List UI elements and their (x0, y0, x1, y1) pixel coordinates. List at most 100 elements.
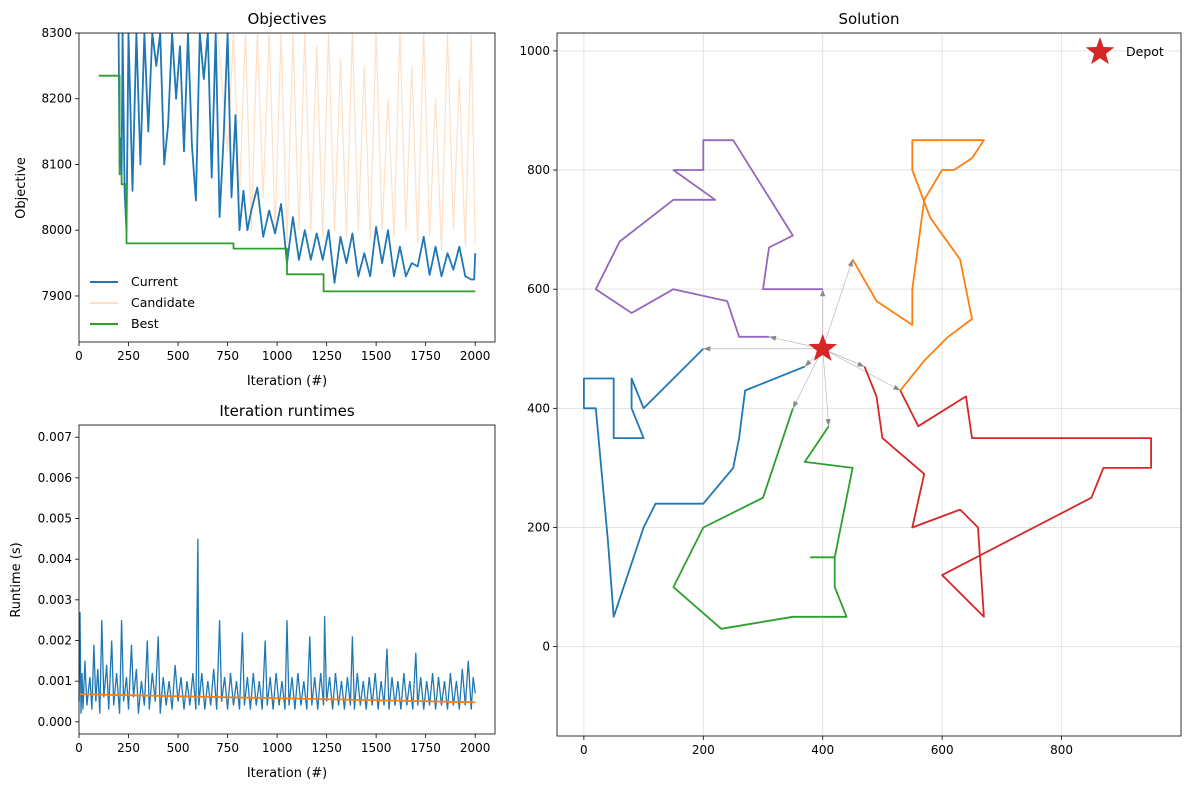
route-3 (672, 408, 854, 630)
depot-arrow-line-1 (822, 348, 901, 391)
objectives-xtick-label-5: 1250 (311, 349, 342, 363)
legend-depot-marker (1085, 37, 1115, 65)
runtimes-yticks: 0.000 0.001 0.002 0.003 0.004 0.005 0.006 0.007 (38, 430, 79, 729)
legend-best-label: Best (131, 316, 159, 331)
solution-ytick-label-2: 400 (527, 401, 550, 415)
legend-current-label: Current (131, 274, 178, 289)
objectives-xlabel: Iteration (#) (247, 374, 327, 389)
solution-ytick-label-1: 200 (527, 520, 550, 534)
objectives-xtick-label-7: 1750 (410, 349, 441, 363)
runtimes-ytick-label-4: 0.004 (38, 552, 72, 566)
objectives-xtick-label-4: 1000 (262, 349, 293, 363)
runtimes-series (78, 538, 476, 714)
solution-yticks: 0 200 400 600 800 1000 (519, 44, 557, 654)
solution-legend: Depot (1085, 37, 1164, 65)
objectives-ytick-label-0: 7900 (41, 289, 72, 303)
solution-xtick-label-2: 400 (811, 743, 834, 757)
depot-arrow-head-6 (804, 359, 812, 367)
legend-candidate-label: Candidate (131, 295, 195, 310)
objectives-xtick-label-8: 2000 (460, 349, 491, 363)
depot-arrow-head-5 (792, 400, 799, 409)
runtimes-ytick-label-0: 0.000 (38, 715, 72, 729)
solution-arrows (703, 259, 901, 427)
objectives-ytick-label-1: 8000 (41, 223, 72, 237)
runtimes-xtick-label-0: 0 (75, 741, 83, 755)
depot-arrow-head-8 (820, 289, 826, 297)
runtimes-ylabel: Runtime (s) (9, 542, 24, 617)
objectives-ylabel: Objective (14, 157, 29, 219)
depot-arrow-head-1 (893, 384, 901, 391)
depot-arrow-line-3 (822, 348, 865, 367)
route-2 (851, 139, 985, 392)
runtimes-title: Iteration runtimes (219, 402, 354, 420)
objectives-yticks: 7900 8000 8100 8200 8300 (41, 26, 79, 303)
objectives-series-group (98, 33, 477, 293)
objectives-xtick-label-6: 1500 (361, 349, 392, 363)
depot-arrow-line-0 (822, 259, 853, 349)
solution-ytick-label-4: 800 (527, 163, 550, 177)
runtimes-ytick-label-2: 0.002 (38, 633, 72, 647)
runtimes-ytick-label-7: 0.007 (38, 430, 72, 444)
runtimes-xticks: 0 250 500 750 1000 1250 1500 1750 2000 (75, 734, 490, 755)
solution-xtick-label-3: 600 (931, 743, 954, 757)
solution-ytick-label-0: 0 (542, 640, 550, 654)
solution-grid (557, 33, 1181, 736)
objectives-series-current (117, 33, 477, 284)
depot-arrow-head-7 (703, 346, 711, 352)
runtimes-xlabel: Iteration (#) (247, 766, 327, 781)
objectives-series-best (98, 74, 476, 293)
objectives-xtick-label-3: 750 (216, 349, 239, 363)
runtimes-ytick-label-3: 0.003 (38, 593, 72, 607)
objectives-ytick-label-2: 8100 (41, 157, 72, 171)
solution-frame (556, 32, 1182, 737)
solution-xtick-label-4: 800 (1050, 743, 1073, 757)
objectives-xtick-label-0: 0 (75, 349, 83, 363)
route-4 (863, 366, 1152, 618)
objectives-title: Objectives (248, 10, 327, 28)
solution-routes (583, 139, 1152, 630)
runtimes-ytick-label-6: 0.006 (38, 471, 72, 485)
objectives-panel: Objectives 0 250 500 750 1000 1250 1500 1750 200… (14, 10, 496, 389)
depot-arrow-head-4 (769, 335, 777, 341)
depot-arrow-line-5 (792, 348, 824, 409)
depot-arrow-head-2 (825, 419, 831, 427)
depot-arrow-line-2 (822, 348, 830, 427)
solution-ytick-label-3: 600 (527, 282, 550, 296)
solution-depot-group (808, 333, 837, 361)
objectives-ytick-label-3: 8200 (41, 92, 72, 106)
runtimes-panel: Iteration runtimes 0 250 500 750 1000 1250 150… (9, 402, 496, 781)
route-1 (583, 348, 806, 618)
solution-ytick-label-5: 1000 (519, 44, 550, 58)
objectives-xtick-label-2: 500 (167, 349, 190, 363)
objectives-xtick-label-1: 250 (117, 349, 140, 363)
runtimes-ytick-label-5: 0.005 (38, 512, 72, 526)
runtimes-ytick-label-1: 0.001 (38, 674, 72, 688)
runtimes-xtick-label-4: 1000 (262, 741, 293, 755)
runtimes-xtick-label-7: 1750 (410, 741, 441, 755)
runtimes-xtick-label-1: 250 (117, 741, 140, 755)
solution-xtick-label-1: 200 (692, 743, 715, 757)
runtimes-frame (78, 424, 496, 735)
runtimes-xtick-label-6: 1500 (361, 741, 392, 755)
legend-depot-label: Depot (1126, 44, 1164, 59)
runtimes-xtick-label-2: 500 (167, 741, 190, 755)
solution-panel: Solution 0 200 400 600 800 0 200 400 600 800 1000… (519, 10, 1182, 757)
depot-arrow-head-0 (847, 259, 853, 267)
objectives-series-candidate (118, 33, 476, 251)
legend-depot-star (1085, 37, 1115, 65)
runtimes-trend-line (78, 693, 476, 704)
route-5 (594, 139, 823, 338)
runtimes-xtick-label-5: 1250 (311, 741, 342, 755)
runtimes-series-group (78, 538, 476, 714)
runtimes-xtick-label-3: 750 (216, 741, 239, 755)
solution-xticks: 0 200 400 600 800 (580, 736, 1073, 757)
objectives-legend: Current Candidate Best (90, 274, 195, 331)
runtimes-xtick-label-8: 2000 (460, 741, 491, 755)
objectives-ytick-label-4: 8300 (41, 26, 72, 40)
depot-star-marker (808, 333, 837, 361)
objectives-xticks: 0 250 500 750 1000 1250 1500 1750 2000 (75, 342, 490, 363)
objectives-frame (78, 32, 496, 343)
solution-xtick-label-0: 0 (580, 743, 588, 757)
solution-title: Solution (838, 10, 899, 28)
